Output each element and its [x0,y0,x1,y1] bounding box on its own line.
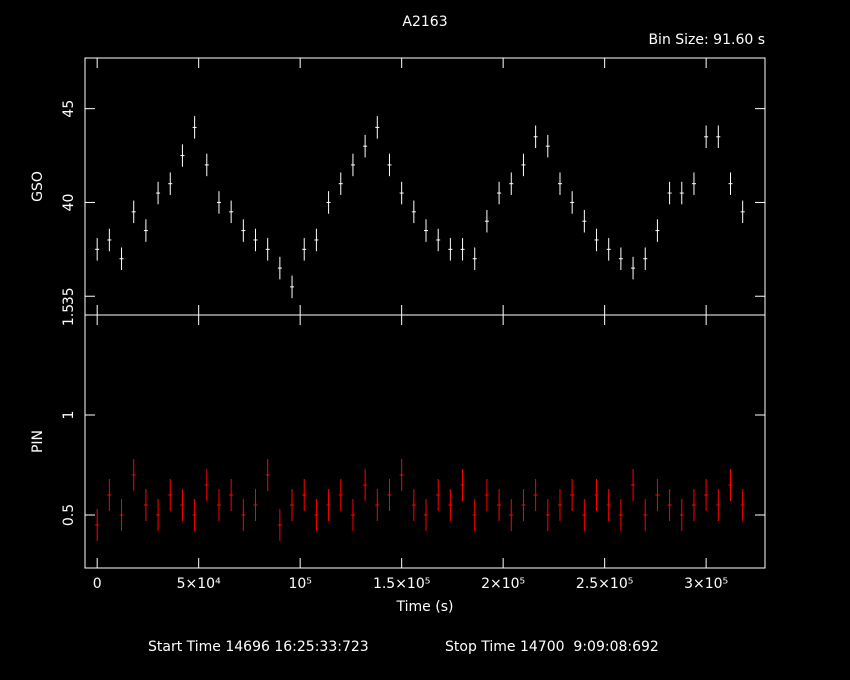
y-axis-label: GSO [30,171,46,202]
chart-title: A2163 [402,14,447,30]
panel-frame [84,57,766,316]
x-tick-label: 10⁵ [288,576,311,592]
y-tick-label: 35 [61,287,77,305]
start-time: Start Time 14696 16:25:33:723 [148,639,369,655]
x-tick-label: 2.5×10⁵ [576,576,633,592]
y-axis-label: PIN [30,430,46,453]
x-tick-label: 3×10⁵ [684,576,728,592]
y-tick-label: 40 [61,194,77,212]
stop-time: Stop Time 14700 9:09:08:692 [445,639,659,655]
x-axis-label: Time (s) [396,599,454,615]
y-tick-label: 1.5 [61,304,77,326]
chart-subtitle: Bin Size: 91.60 s [648,32,765,48]
x-tick-label: 2×10⁵ [481,576,525,592]
panel-frame [84,314,766,569]
x-tick-label: 1.5×10⁵ [373,576,430,592]
y-tick-label: 0.5 [61,504,77,526]
x-tick-label: 0 [93,576,102,592]
y-tick-label: 45 [61,100,77,118]
y-tick-label: 1 [61,411,77,420]
x-tick-label: 5×10⁴ [177,576,221,592]
